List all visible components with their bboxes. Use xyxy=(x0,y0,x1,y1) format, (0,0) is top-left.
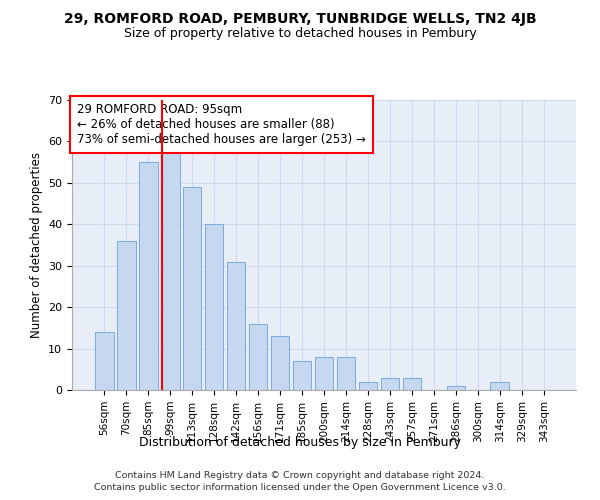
Bar xyxy=(271,336,289,390)
Bar xyxy=(161,150,179,390)
Bar xyxy=(139,162,158,390)
Bar xyxy=(314,357,334,390)
Bar xyxy=(183,187,202,390)
Text: Contains HM Land Registry data © Crown copyright and database right 2024.: Contains HM Land Registry data © Crown c… xyxy=(115,471,485,480)
Bar xyxy=(293,361,311,390)
Bar xyxy=(337,357,355,390)
Bar xyxy=(227,262,245,390)
Text: Contains public sector information licensed under the Open Government Licence v3: Contains public sector information licen… xyxy=(94,484,506,492)
Text: 29 ROMFORD ROAD: 95sqm
← 26% of detached houses are smaller (88)
73% of semi-det: 29 ROMFORD ROAD: 95sqm ← 26% of detached… xyxy=(77,103,366,146)
Bar xyxy=(359,382,377,390)
Text: Size of property relative to detached houses in Pembury: Size of property relative to detached ho… xyxy=(124,28,476,40)
Bar xyxy=(205,224,223,390)
Bar xyxy=(95,332,113,390)
Bar xyxy=(446,386,465,390)
Bar xyxy=(380,378,399,390)
Text: Distribution of detached houses by size in Pembury: Distribution of detached houses by size … xyxy=(139,436,461,449)
Bar xyxy=(403,378,421,390)
Y-axis label: Number of detached properties: Number of detached properties xyxy=(29,152,43,338)
Bar xyxy=(117,241,136,390)
Text: 29, ROMFORD ROAD, PEMBURY, TUNBRIDGE WELLS, TN2 4JB: 29, ROMFORD ROAD, PEMBURY, TUNBRIDGE WEL… xyxy=(64,12,536,26)
Bar xyxy=(249,324,268,390)
Bar xyxy=(490,382,509,390)
